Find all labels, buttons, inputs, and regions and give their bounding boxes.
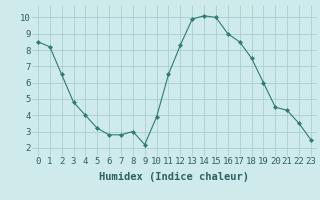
X-axis label: Humidex (Indice chaleur): Humidex (Indice chaleur) — [100, 172, 249, 182]
